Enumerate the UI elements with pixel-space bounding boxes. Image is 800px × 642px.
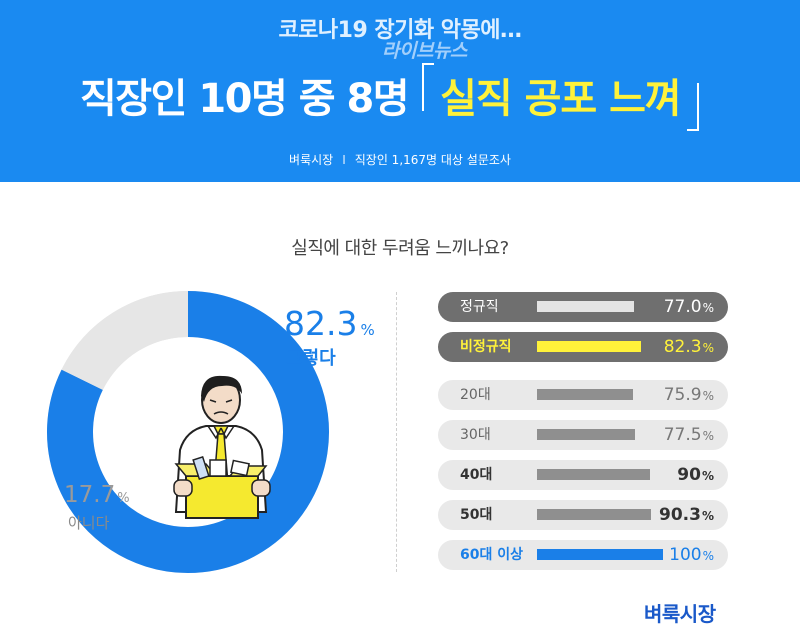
bar-value-number: 82.3 bbox=[663, 337, 702, 357]
bar-value-number: 75.9 bbox=[663, 385, 702, 405]
no-value-unit: % bbox=[117, 491, 130, 506]
bar-value-unit: % bbox=[702, 429, 714, 443]
no-value-number: 17.7 bbox=[64, 482, 116, 508]
bar-row-40s: 40대 90% bbox=[438, 460, 728, 490]
survey-description: 직장인 1,167명 대상 설문조사 bbox=[354, 153, 511, 167]
bar-value: 75.9% bbox=[664, 380, 714, 411]
brand-logo-text: 벼룩시장 bbox=[644, 602, 716, 626]
bar-fill bbox=[537, 301, 634, 312]
bar-fill bbox=[537, 549, 663, 560]
bar-value-unit: % bbox=[701, 509, 714, 523]
bar-row-60s-plus: 60대 이상 100% bbox=[438, 540, 728, 570]
bar-fill bbox=[537, 469, 651, 480]
bar-value: 90% bbox=[677, 460, 714, 491]
bar-fill bbox=[537, 389, 633, 400]
yes-value-label: 82.3% bbox=[284, 304, 375, 343]
bar-label: 20대 bbox=[460, 387, 491, 403]
bar-value-unit: % bbox=[702, 301, 714, 315]
bar-value-number: 77.0 bbox=[663, 297, 702, 317]
bar-label: 정규직 bbox=[460, 299, 499, 315]
donut-slice-no bbox=[61, 291, 189, 391]
yes-value-unit: % bbox=[360, 321, 375, 339]
bar-fill bbox=[537, 509, 651, 520]
source-line: 벼룩시장 I 직장인 1,167명 대상 설문조사 bbox=[0, 151, 800, 168]
headline-white: 직장인 10명 중 8명 bbox=[80, 76, 410, 122]
bar-label: 60대 이상 bbox=[460, 547, 523, 563]
source-separator: I bbox=[342, 153, 346, 167]
source-name: 벼룩시장 bbox=[289, 153, 334, 167]
yes-value-number: 82.3 bbox=[284, 304, 358, 343]
no-label: 아니다 bbox=[68, 514, 110, 532]
bar-value-number: 90.3 bbox=[659, 505, 701, 525]
bar-value-number: 77.5 bbox=[663, 425, 702, 445]
bar-row-nonregular: 비정규직 82.3% bbox=[438, 332, 728, 362]
bar-row-50s: 50대 90.3% bbox=[438, 500, 728, 530]
bar-value-number: 100 bbox=[669, 545, 702, 565]
bar-value-unit: % bbox=[702, 549, 714, 563]
bar-label: 비정규직 bbox=[460, 339, 512, 355]
chart-title: 실직에 대한 두려움 느끼나요? bbox=[291, 238, 509, 259]
bar-value: 77.0% bbox=[664, 292, 714, 323]
bar-row-regular: 정규직 77.0% bbox=[438, 292, 728, 322]
bar-value-unit: % bbox=[702, 389, 714, 403]
bar-value-unit: % bbox=[702, 341, 714, 355]
bar-value: 82.3% bbox=[664, 332, 714, 363]
close-bracket-icon bbox=[686, 83, 699, 131]
bar-fill bbox=[537, 341, 641, 352]
header-subtitle: 코로나19 장기화 악몽에… bbox=[278, 18, 522, 43]
worried-worker-illustration bbox=[173, 375, 271, 519]
bar-fill bbox=[537, 429, 635, 440]
bar-value-number: 90 bbox=[677, 465, 701, 485]
no-value-label: 17.7% bbox=[64, 482, 130, 508]
donut-slice-yes bbox=[47, 291, 329, 573]
watermark: 라이브뉴스 bbox=[382, 40, 467, 62]
donut-chart bbox=[47, 291, 329, 573]
bar-value: 77.5% bbox=[664, 420, 714, 451]
bar-value-unit: % bbox=[701, 469, 714, 483]
headline-yellow: 실직 공포 느껴 bbox=[440, 76, 682, 122]
headline: 직장인 10명 중 8명 실직 공포 느껴 bbox=[80, 63, 699, 131]
open-bracket-icon bbox=[422, 63, 435, 111]
bar-label: 40대 bbox=[460, 467, 493, 483]
header-banner: 코로나19 장기화 악몽에… 라이브뉴스 직장인 10명 중 8명 실직 공포 느… bbox=[0, 0, 800, 182]
bar-value: 100% bbox=[669, 540, 714, 571]
bar-label: 30대 bbox=[460, 427, 491, 443]
divider bbox=[396, 292, 397, 572]
bar-value: 90.3% bbox=[659, 500, 714, 531]
bar-row-30s: 30대 77.5% bbox=[438, 420, 728, 450]
bar-row-20s: 20대 75.9% bbox=[438, 380, 728, 410]
yes-label: 그렇다 bbox=[286, 348, 336, 369]
bar-label: 50대 bbox=[460, 507, 493, 523]
